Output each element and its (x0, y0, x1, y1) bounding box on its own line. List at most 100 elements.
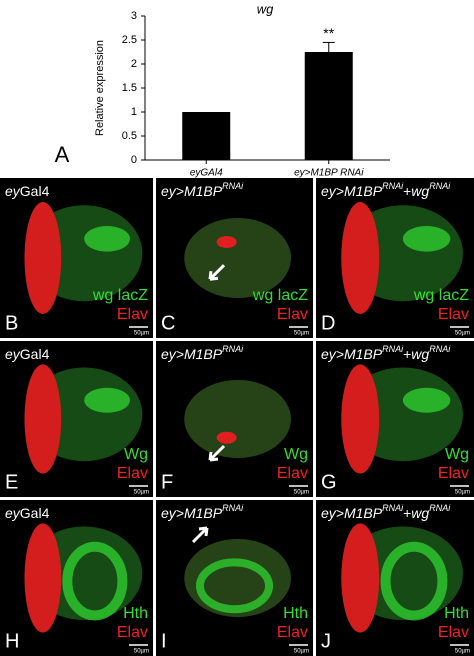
scale-label: 50µm (455, 490, 470, 496)
green-signal (402, 387, 451, 413)
title-part: ey>M1BP (161, 505, 223, 521)
title-part: RNAi (382, 344, 404, 354)
panel-letter: C (161, 312, 175, 334)
x-tick-label: ey>M1BP RNAi (294, 168, 364, 179)
y-tick-label: 1 (131, 106, 137, 118)
title-part: RNAi (382, 181, 404, 191)
title-part: + (403, 183, 411, 199)
panel-title: eyGal4 (5, 346, 50, 362)
red-tissue (24, 523, 62, 633)
title-part: Gal4 (20, 346, 50, 362)
title-part: Gal4 (20, 183, 50, 199)
title-part: RNAi (222, 503, 244, 513)
scale-label: 50µm (134, 490, 149, 496)
panel-letter: I (161, 630, 167, 652)
panel-title: ey>M1BPRNAi (161, 503, 244, 520)
stain-label: Hth (444, 605, 469, 622)
y-tick-label: 1.5 (122, 82, 137, 94)
arrow (208, 444, 226, 462)
stain-label: Elav (438, 624, 469, 641)
scale-label: 50µm (294, 649, 309, 655)
panel-letter: H (5, 630, 19, 652)
micrograph-panel: eyGal4 E Wg Elav 50µm (0, 341, 153, 497)
stain-label: Elav (117, 624, 148, 641)
title-part: wg (411, 505, 429, 521)
panel-title: ey>M1BPRNAi+wgRNAi (321, 344, 451, 361)
title-part: RNAi (429, 503, 451, 513)
scale-label: 50µm (455, 649, 470, 655)
panel-letter: J (321, 630, 331, 652)
title-part: ey>M1BP (321, 346, 383, 362)
stain-label: Hth (123, 605, 148, 622)
micrograph-panel: ey>M1BPRNAi I Hth Elav 50µm (156, 500, 313, 656)
title-part: ey>M1BP (161, 346, 223, 362)
panel-letter: B (5, 312, 18, 334)
title-part: ey>M1BP (161, 183, 223, 199)
significance: ** (323, 25, 334, 41)
title-part: Gal4 (20, 505, 50, 521)
y-tick-label: 2 (131, 58, 137, 70)
green-tissue (184, 380, 292, 458)
chart-title: wg (257, 1, 274, 16)
title-part: wg (411, 183, 429, 199)
title-part: RNAi (429, 344, 451, 354)
title-part: ey (5, 346, 21, 362)
panel-title: ey>M1BPRNAi (161, 181, 244, 198)
panel-title: ey>M1BPRNAi (161, 344, 244, 361)
stain-label: Wg (284, 446, 308, 463)
stain-label: Wg (445, 446, 469, 463)
stain-label: wg lacZ (252, 287, 308, 304)
red-tissue (341, 364, 380, 474)
micrograph-panel: ey>M1BPRNAi F Wg Elav 50µm (156, 341, 313, 497)
micrograph-panel: eyGal4 Bwg lacZ Elav 50µm (0, 178, 153, 338)
panel-title: eyGal4 (5, 505, 50, 521)
panel-letter: A (55, 142, 70, 167)
title-part: ey>M1BP (321, 183, 383, 199)
stain-label: Elav (277, 624, 308, 641)
red-spot (216, 236, 237, 248)
panel-letter: G (321, 471, 337, 493)
panel-letter: E (5, 471, 18, 493)
micrograph-panel: eyGal4 H Hth Elav 50µm (0, 500, 153, 656)
stain-label: Elav (117, 465, 148, 482)
stain-label: Elav (438, 306, 469, 323)
scale-label: 50µm (134, 331, 149, 337)
stain-label: Elav (117, 306, 148, 323)
panel-title: eyGal4 (5, 183, 50, 199)
arrow (191, 526, 209, 544)
title-part: ey>M1BP (321, 505, 383, 521)
y-tick-label: 0.5 (122, 130, 137, 142)
stain-label: Wg (124, 446, 148, 463)
error-bar (322, 41, 335, 52)
y-tick-label: 0 (131, 154, 137, 166)
scale-label: 50µm (294, 331, 309, 337)
y-axis-label: Relative expression (94, 40, 106, 136)
title-part: ey (5, 505, 21, 521)
green-ring (62, 541, 128, 621)
panel-title: ey>M1BPRNAi+wgRNAi (321, 503, 451, 520)
panel-title: ey>M1BPRNAi+wgRNAi (321, 181, 451, 198)
panel-letter: D (321, 312, 335, 334)
arrow (208, 264, 226, 281)
title-part: wg (411, 346, 429, 362)
stain-label: Elav (277, 306, 308, 323)
stain-label: Elav (277, 465, 308, 482)
green-signal (402, 226, 451, 252)
stain-label: wg lacZ (413, 287, 469, 304)
bar (182, 112, 231, 160)
green-signal (84, 226, 131, 252)
green-signal (84, 387, 131, 413)
red-tissue (24, 202, 62, 314)
title-part: + (403, 346, 411, 362)
title-part: RNAi (429, 181, 451, 191)
x-tick-label: eyGAl4 (190, 168, 223, 179)
red-tissue (341, 202, 380, 314)
green-tissue (184, 218, 292, 298)
green-ring (195, 558, 274, 614)
y-tick-label: 3 (131, 10, 137, 22)
stain-label: Hth (283, 605, 308, 622)
green-ring (380, 541, 448, 621)
scale-label: 50µm (455, 331, 470, 337)
